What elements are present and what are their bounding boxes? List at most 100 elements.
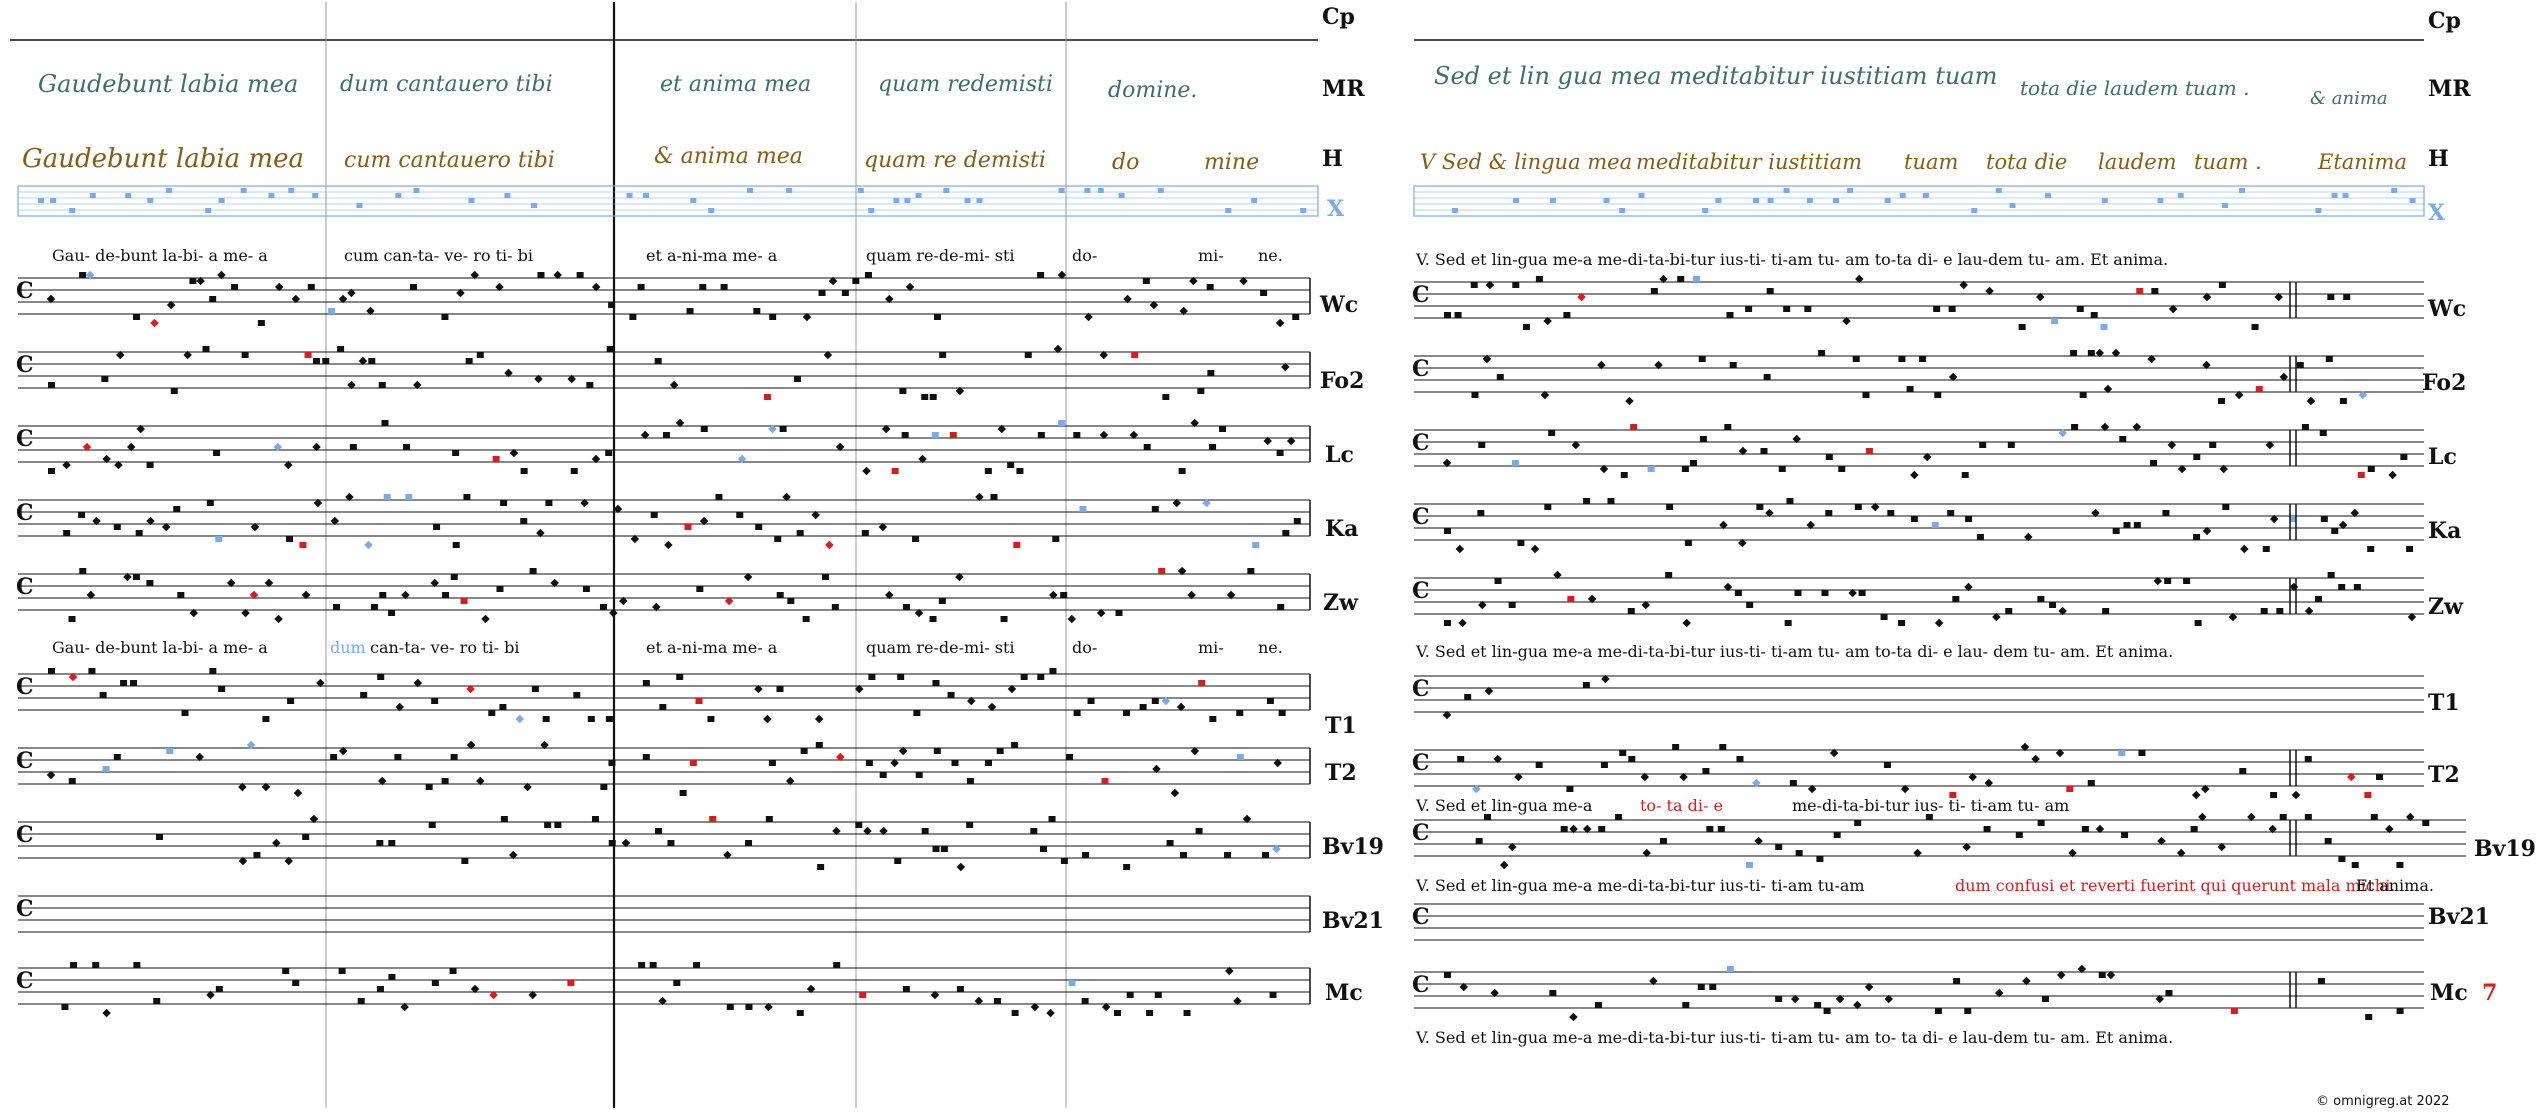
staff-right-bv19-neume [2370, 814, 2378, 820]
staff-left-lc-neume [640, 430, 650, 440]
staff-right-bv19-neume [1745, 862, 1753, 868]
staff-right-mc-neume [2155, 994, 2164, 1004]
staff-left-ka-neume [1151, 506, 1159, 512]
staff-left-zw-neume [831, 604, 839, 610]
staff-left-lc-neume [1143, 444, 1151, 450]
staff-left-fo2-neume [48, 382, 55, 388]
staff-left-t2-neume [441, 778, 449, 784]
staff-left-wc-neume [79, 272, 87, 278]
staff-right-lc-neume [1838, 466, 1846, 472]
x-left-neume [147, 198, 154, 203]
staff-left-lc-neume [1007, 462, 1015, 468]
staff-left-zw-neume [177, 592, 185, 598]
staff-left-wc-neume [456, 288, 465, 298]
staff-left-ka-neume [215, 536, 223, 542]
staff-left-wc-neume [291, 294, 301, 304]
staff-right-ka-neume [1738, 538, 1747, 548]
staff-right-lc-neume [2265, 440, 2275, 450]
siglum-mr-right: MR [2428, 76, 2471, 102]
staff-left-t2-neume [768, 760, 776, 766]
staff-right-zw-neume [1444, 620, 1451, 626]
staff-right-ka-neume [1976, 534, 1984, 540]
staff-left-zw-neume [132, 574, 140, 580]
x-right-neume [1884, 198, 1891, 203]
staff-left-ka-clef: C [16, 500, 34, 526]
staff-left-lc-neume [997, 424, 1006, 434]
staff-right-zw-neume [2338, 584, 2346, 590]
staff-left-fo2-neume [921, 394, 929, 400]
staff-left-lc-neume [1037, 432, 1045, 438]
staff-right-t2-neume [1493, 754, 1502, 764]
staff-right-ka-neume [2262, 546, 2270, 552]
staff-left-t1-neume [1161, 696, 1171, 706]
staff-left-bv19-neume [1195, 828, 1203, 834]
staff-left-t1-neume [515, 714, 525, 724]
staff-right-bv19-neume [1659, 838, 1667, 844]
lyric-right-bv21-c: Et anima. [2356, 876, 2434, 895]
staff-right-ka-clef: C [1412, 504, 1430, 530]
staff-left-t1-neume [99, 692, 107, 698]
staff-left-lc-neume [918, 454, 927, 464]
staff-left-t1-neume [360, 692, 368, 698]
staff-left-bv19-neume [509, 850, 518, 860]
staff-left-bv19-neume [1123, 864, 1131, 870]
staff-left-bv19-neume [544, 822, 552, 828]
staff-left-bv19-clef: C [16, 822, 34, 848]
staff-right-zw-neume [2327, 572, 2335, 578]
staff-right-zw-neume [2102, 608, 2110, 614]
lyric-left-row1-seg1: Gau- de-bunt la-bi- a me- a [52, 246, 268, 265]
staff-left-ka-neume [715, 494, 723, 500]
staff-right-fo2-neume [2217, 398, 2225, 404]
staff-right-ka-neume [1786, 498, 1794, 504]
staff-right-t2-neume [2291, 790, 2301, 800]
staff-right-ka-neume [2367, 546, 2375, 552]
staff-left-bv19-neume [554, 822, 562, 828]
staff-left-t2-neume [608, 760, 616, 766]
staff-left-mc-neume [1126, 992, 1134, 998]
staff-right-fo2-neume [1906, 386, 1914, 392]
staff-right-bv19-neume [1913, 848, 1922, 858]
x-right-neume [2391, 188, 2398, 193]
lyric-left-row1-seg2: cum can-ta- ve- ro ti- bi [344, 246, 533, 265]
staff-left-t2-neume [1065, 754, 1073, 760]
staff-left-wc-neume [46, 294, 56, 304]
staff-right-wc-neume [1692, 276, 1700, 282]
staff-right-ka-neume [2289, 516, 2297, 522]
staff-left-zw-neume [388, 610, 396, 616]
staff-left-wc-neume [1179, 306, 1188, 316]
staff-left-wc-neume [196, 276, 205, 286]
staff-left-t2-neume [879, 772, 887, 778]
staff-right-bv19-neume [1615, 814, 1623, 820]
staff-left-fo2-neume [606, 346, 614, 352]
staff-left-fo2-neume [378, 382, 386, 388]
staff-left-mc-neume [1183, 1010, 1191, 1016]
staff-left-zw-neume [68, 616, 76, 622]
staff-left-zw-neume [902, 604, 910, 610]
staff-left-bv19-neume [863, 826, 872, 836]
staff-left-lc-neume [146, 462, 154, 468]
staff-left-wc-neume [307, 284, 315, 290]
staff-right-lc-neume [2400, 454, 2408, 460]
staff-left-ka-neume [736, 512, 744, 518]
staff-left-mc-neume [1154, 992, 1162, 998]
x-left-neume [976, 198, 983, 203]
staff-right-mc-neume [1775, 996, 1783, 1002]
staff-left-t1-neume [395, 702, 404, 712]
staff-right-fo2-neume [2079, 392, 2087, 398]
staff-left-wc-neume [217, 270, 226, 280]
staff-left-zw-neume [821, 574, 829, 580]
staff-left-wc-neume [257, 320, 265, 326]
staff-left-mc-neume [567, 980, 575, 986]
staff-right-mc-neume [1853, 1000, 1862, 1010]
staff-left-ka-neume [463, 494, 471, 500]
staff-left-bv19-neume [855, 822, 863, 828]
staff-left-wc-neume [338, 294, 348, 304]
staff-left-ka-neume [78, 512, 86, 518]
staff-right-wc-neume [1804, 306, 1812, 312]
staff-right-fo2-neume [2255, 386, 2263, 392]
staff-left-fo2-neume [170, 388, 178, 394]
staff-left-mc-neume [449, 968, 457, 974]
staff-left-mc-neume [153, 998, 161, 1004]
staff-left-t2-neume [476, 776, 485, 786]
lyric-left-row2-seg1: Gau- de-bunt la-bi- a me- a [52, 638, 268, 657]
